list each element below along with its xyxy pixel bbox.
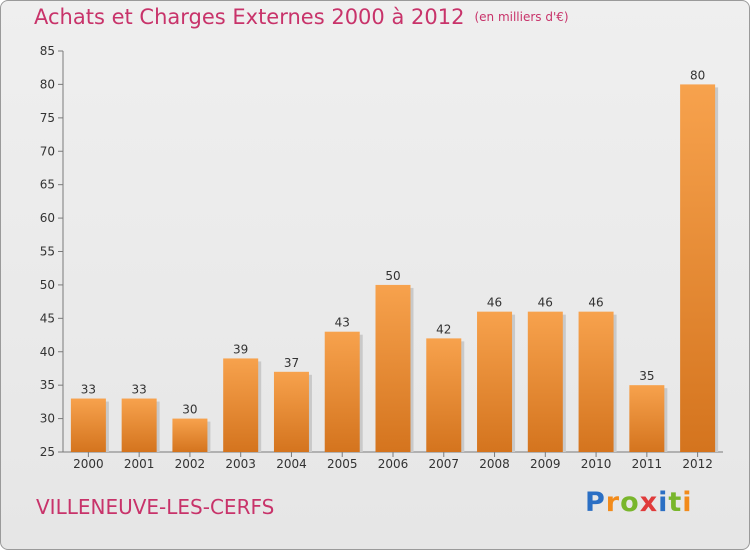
x-tick-label-2012: 2012 [682,457,713,471]
y-tick-label: 70 [40,144,55,158]
data-label-2010: 46 [588,296,603,310]
chart-title-text: Achats et Charges Externes 2000 à 2012 [34,5,465,29]
data-label-2009: 46 [538,296,553,310]
bar-2003 [223,358,259,452]
bar-2001 [121,398,157,452]
y-tick-label: 80 [40,77,55,91]
bar-2009 [527,311,563,452]
data-label-2003: 39 [233,342,248,356]
bar-2002 [172,418,208,452]
bar-2010 [578,311,614,452]
chart-unit-label: (en milliers d'€) [474,10,569,24]
logo-letter: o [620,487,640,518]
bar-2008 [477,311,513,452]
x-tick-label-2008: 2008 [479,457,510,471]
x-tick-label-2004: 2004 [276,457,307,471]
x-tick-label-2000: 2000 [73,457,104,471]
data-label-2007: 42 [436,322,451,336]
y-tick-label: 45 [40,311,55,325]
y-tick-label: 35 [40,378,55,392]
bar-2004 [273,371,309,452]
x-tick-label-2005: 2005 [327,457,358,471]
data-label-2001: 33 [132,383,147,397]
data-label-2004: 37 [284,356,299,370]
y-tick-label: 65 [40,178,55,192]
data-label-2012: 80 [690,68,705,82]
y-tick-label: 60 [40,211,55,225]
bar-2006 [375,284,411,452]
bar-2012 [680,84,716,453]
bar-2000 [70,398,106,452]
x-tick-label-2007: 2007 [428,457,459,471]
logo-letter: t [668,487,683,518]
x-tick-label-2011: 2011 [632,457,663,471]
bar-2005 [324,331,360,452]
x-tick-label-2003: 2003 [225,457,256,471]
x-tick-label-2010: 2010 [581,457,612,471]
data-label-2011: 35 [639,369,654,383]
logo-letter: i [682,487,693,518]
chart-title: Achats et Charges Externes 2000 à 2012 (e… [34,5,569,29]
x-tick-label-2006: 2006 [378,457,409,471]
data-label-2005: 43 [335,316,350,330]
data-label-2000: 33 [81,383,96,397]
y-tick-label: 30 [40,412,55,426]
y-tick-label: 50 [40,278,55,292]
x-tick-label-2002: 2002 [175,457,206,471]
y-tick-label: 75 [40,111,55,125]
x-tick-label-2009: 2009 [530,457,561,471]
y-tick-label: 40 [40,345,55,359]
data-label-2008: 46 [487,296,502,310]
x-tick-label-2001: 2001 [124,457,155,471]
logo-letter: x [639,487,659,518]
y-tick-label: 85 [40,44,55,58]
bar-2011 [629,385,665,452]
logo-letter: P [585,487,606,518]
logo-letter: r [605,487,621,518]
logo-letter: i [658,487,669,518]
proxiti-logo: Proxiti [585,487,693,518]
y-tick-label: 55 [40,245,55,259]
data-label-2002: 30 [182,403,197,417]
y-tick-label: 25 [40,445,55,459]
data-label-2006: 50 [385,269,400,283]
bar-2007 [426,338,462,452]
commune-name: VILLENEUVE-LES-CERFS [36,495,275,519]
